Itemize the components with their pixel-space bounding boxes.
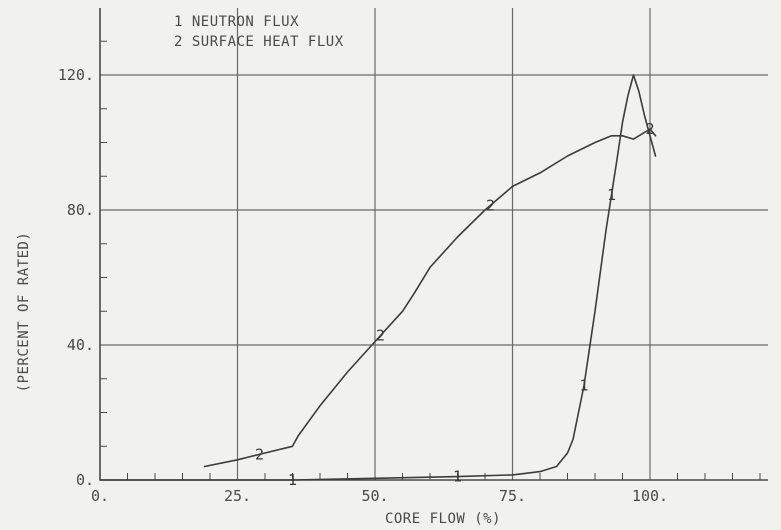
series-markers: 1 1 1 1 2 2 2 2 [255,120,655,489]
series-marker-2: 2 [255,445,264,463]
series-line-2 [203,128,657,468]
x-tick-label: 25. [224,487,251,505]
series-marker-1: 1 [453,468,462,486]
y-tick-label: 120. [58,66,94,84]
series-lines [99,74,657,481]
x-axis-title: CORE FLOW (%) [385,511,501,527]
series-marker-2: 2 [645,120,654,138]
series-marker-2: 2 [486,196,495,214]
x-tick-label: 100. [632,487,668,505]
minor-ticks [100,40,761,480]
legend-entry-surface-heat-flux: 2 SURFACE HEAT FLUX [174,34,344,50]
series-marker-2: 2 [376,327,385,345]
y-tick-label: 80. [67,201,94,219]
x-tick-label: 0. [91,487,109,505]
tick-labels: 0. 25. 50. 75. 100. 0. 40. 80. 120. [58,66,668,505]
legend-entry-neutron-flux: 1 NEUTRON FLUX [174,14,299,30]
y-tick-label: 40. [67,336,94,354]
grid [100,8,768,480]
series-line-1 [99,74,657,481]
series-marker-1: 1 [288,471,297,489]
x-tick-label: 75. [499,487,526,505]
x-tick-label: 50. [361,487,388,505]
y-tick-label: 0. [76,471,94,489]
series-marker-1: 1 [607,186,616,204]
legend: 1 NEUTRON FLUX 2 SURFACE HEAT FLUX [174,14,344,50]
y-axis-title: (PERCENT OF RATED) [16,232,32,393]
series-marker-1: 1 [579,377,588,395]
